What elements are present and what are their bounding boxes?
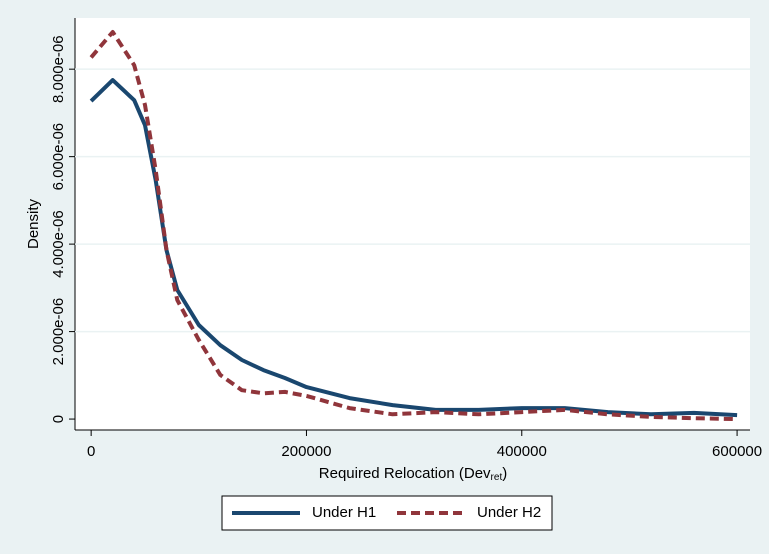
plot-area [75, 18, 750, 430]
y-axis-title: Density [25, 198, 42, 249]
x-tick-label: 400000 [497, 443, 547, 460]
x-axis-title-suffix: ) [502, 465, 507, 482]
x-tick-label: 0 [87, 443, 95, 460]
x-axis-title-subscript: ret [491, 472, 503, 483]
y-tick-label: 6.000e-06 [50, 123, 67, 191]
y-tick-label: 0 [50, 415, 67, 423]
legend-label: Under H1 [312, 504, 376, 521]
x-tick-label: 200000 [281, 443, 331, 460]
series-line [89, 30, 738, 422]
y-tick-label: 2.000e-06 [50, 298, 67, 366]
legend-label: Under H2 [477, 504, 541, 521]
x-axis-title-text: Required Relocation (Dev [319, 465, 491, 482]
y-tick-label: 8.000e-06 [50, 35, 67, 103]
y-tick-label: 4.000e-06 [50, 210, 67, 278]
x-tick-label: 600000 [712, 443, 762, 460]
x-axis-title: Required Relocation (Devret) [319, 465, 507, 483]
